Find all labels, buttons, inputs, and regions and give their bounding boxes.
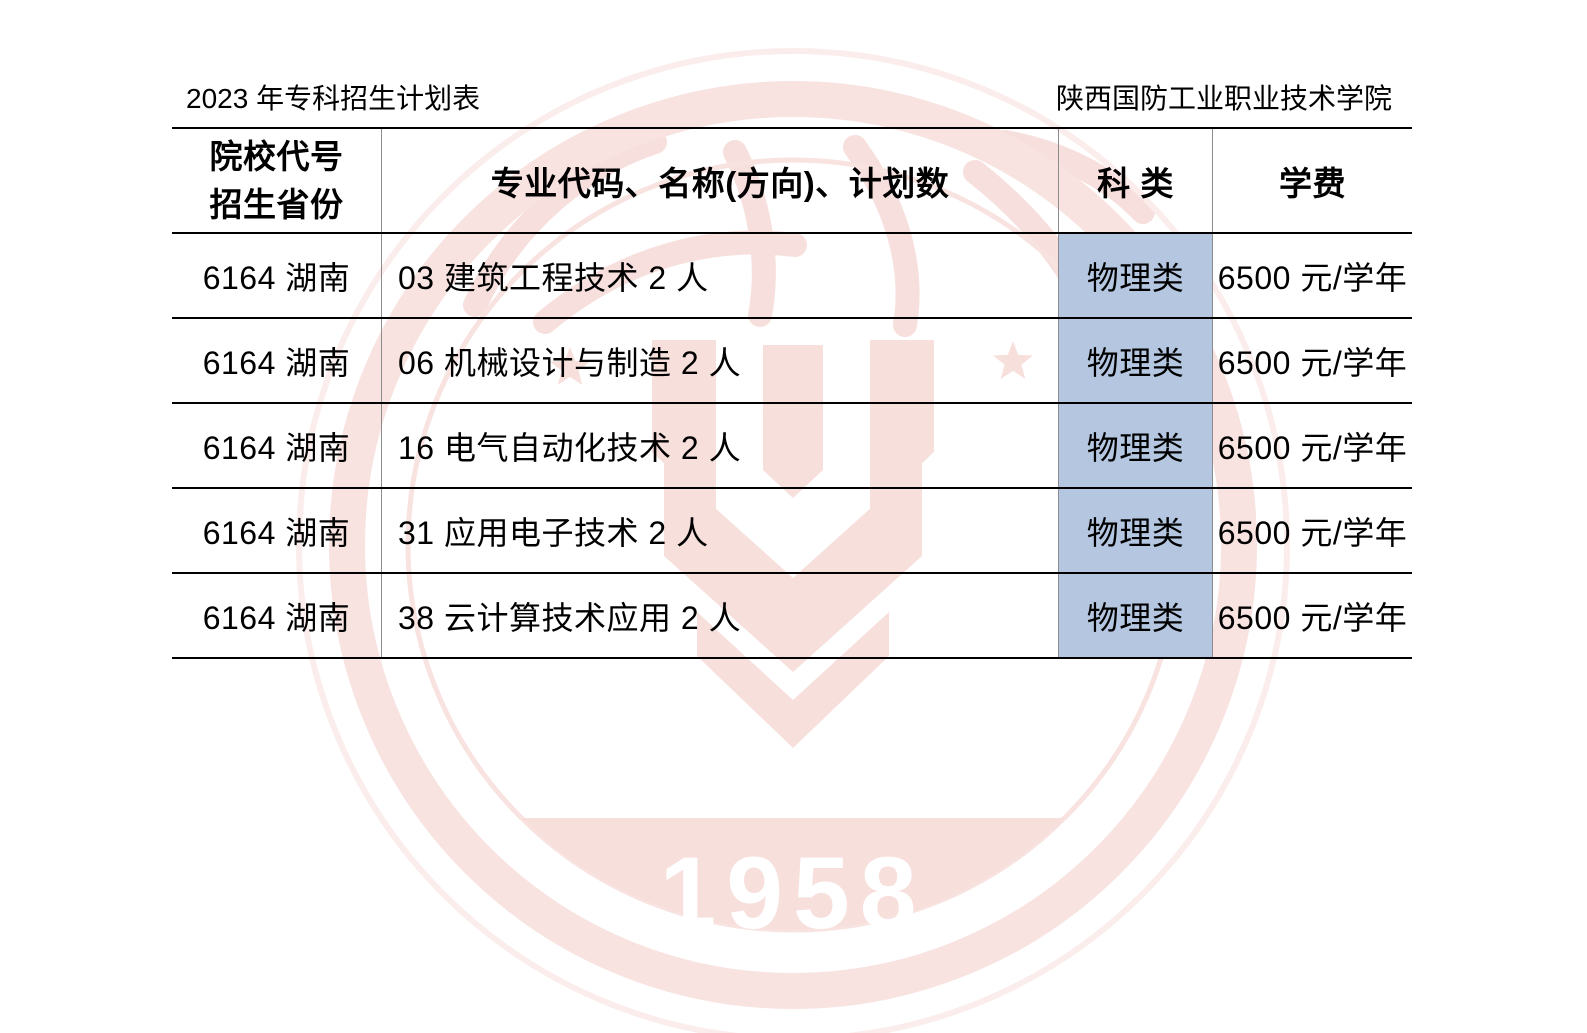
college-code-province-cell: 6164 湖南 <box>202 344 351 381</box>
founding-year-band <box>521 818 1065 930</box>
school-name: 陕西国防工业职业技术学院 <box>1055 83 1392 115</box>
tuition-cell: 6500 元/学年 <box>1212 319 1412 402</box>
college-code-province-cell: 6164 湖南 <box>202 259 351 296</box>
subject-category-cell: 物理类 <box>1058 404 1212 487</box>
college-code-province-cell: 6164 湖南 <box>202 514 351 551</box>
tuition-cell: 6500 元/学年 <box>1212 574 1412 657</box>
col-header-category: 科 类 <box>1058 129 1212 232</box>
tuition-cell: 6500 元/学年 <box>1212 404 1412 487</box>
college-code-province-cell: 6164 湖南 <box>202 429 351 466</box>
table-row: 6164 湖南 06 机械设计与制造 2 人 物理类 6500 元/学年 <box>172 319 1412 404</box>
subject-category-cell: 物理类 <box>1058 319 1212 402</box>
major-cell: 03 建筑工程技术 2 人 <box>381 234 1058 317</box>
college-code-province-cell: 6164 湖南 <box>202 599 351 636</box>
founding-year-text: 1958 <box>660 836 927 950</box>
enrollment-plan-table: 院校代号 招生省份 专业代码、名称(方向)、计划数 科 类 学费 6164 湖南… <box>172 127 1412 659</box>
subject-category-cell: 物理类 <box>1058 489 1212 572</box>
table-row: 6164 湖南 38 云计算技术应用 2 人 物理类 6500 元/学年 <box>172 574 1412 659</box>
major-cell: 16 电气自动化技术 2 人 <box>381 404 1058 487</box>
table-row: 6164 湖南 16 电气自动化技术 2 人 物理类 6500 元/学年 <box>172 404 1412 489</box>
col-header-college-code-province: 院校代号 招生省份 <box>172 129 381 232</box>
document-title: 2023 年专科招生计划表 <box>186 83 481 115</box>
title-bar: 2023 年专科招生计划表 陕西国防工业职业技术学院 <box>172 0 1412 127</box>
subject-category-cell: 物理类 <box>1058 574 1212 657</box>
table-row: 6164 湖南 03 建筑工程技术 2 人 物理类 6500 元/学年 <box>172 234 1412 319</box>
table-row: 6164 湖南 31 应用电子技术 2 人 物理类 6500 元/学年 <box>172 489 1412 574</box>
major-cell: 06 机械设计与制造 2 人 <box>381 319 1058 402</box>
tuition-cell: 6500 元/学年 <box>1212 234 1412 317</box>
table-header-row: 院校代号 招生省份 专业代码、名称(方向)、计划数 科 类 学费 <box>172 129 1412 234</box>
col-header-province: 招生省份 <box>209 185 344 223</box>
col-header-major: 专业代码、名称(方向)、计划数 <box>381 129 1058 232</box>
major-cell: 38 云计算技术应用 2 人 <box>381 574 1058 657</box>
major-cell: 31 应用电子技术 2 人 <box>381 489 1058 572</box>
emblem-shield <box>652 340 934 748</box>
tuition-cell: 6500 元/学年 <box>1212 489 1412 572</box>
col-header-tuition: 学费 <box>1212 129 1412 232</box>
subject-category-cell: 物理类 <box>1058 234 1212 317</box>
col-header-college-code: 院校代号 <box>209 137 344 175</box>
